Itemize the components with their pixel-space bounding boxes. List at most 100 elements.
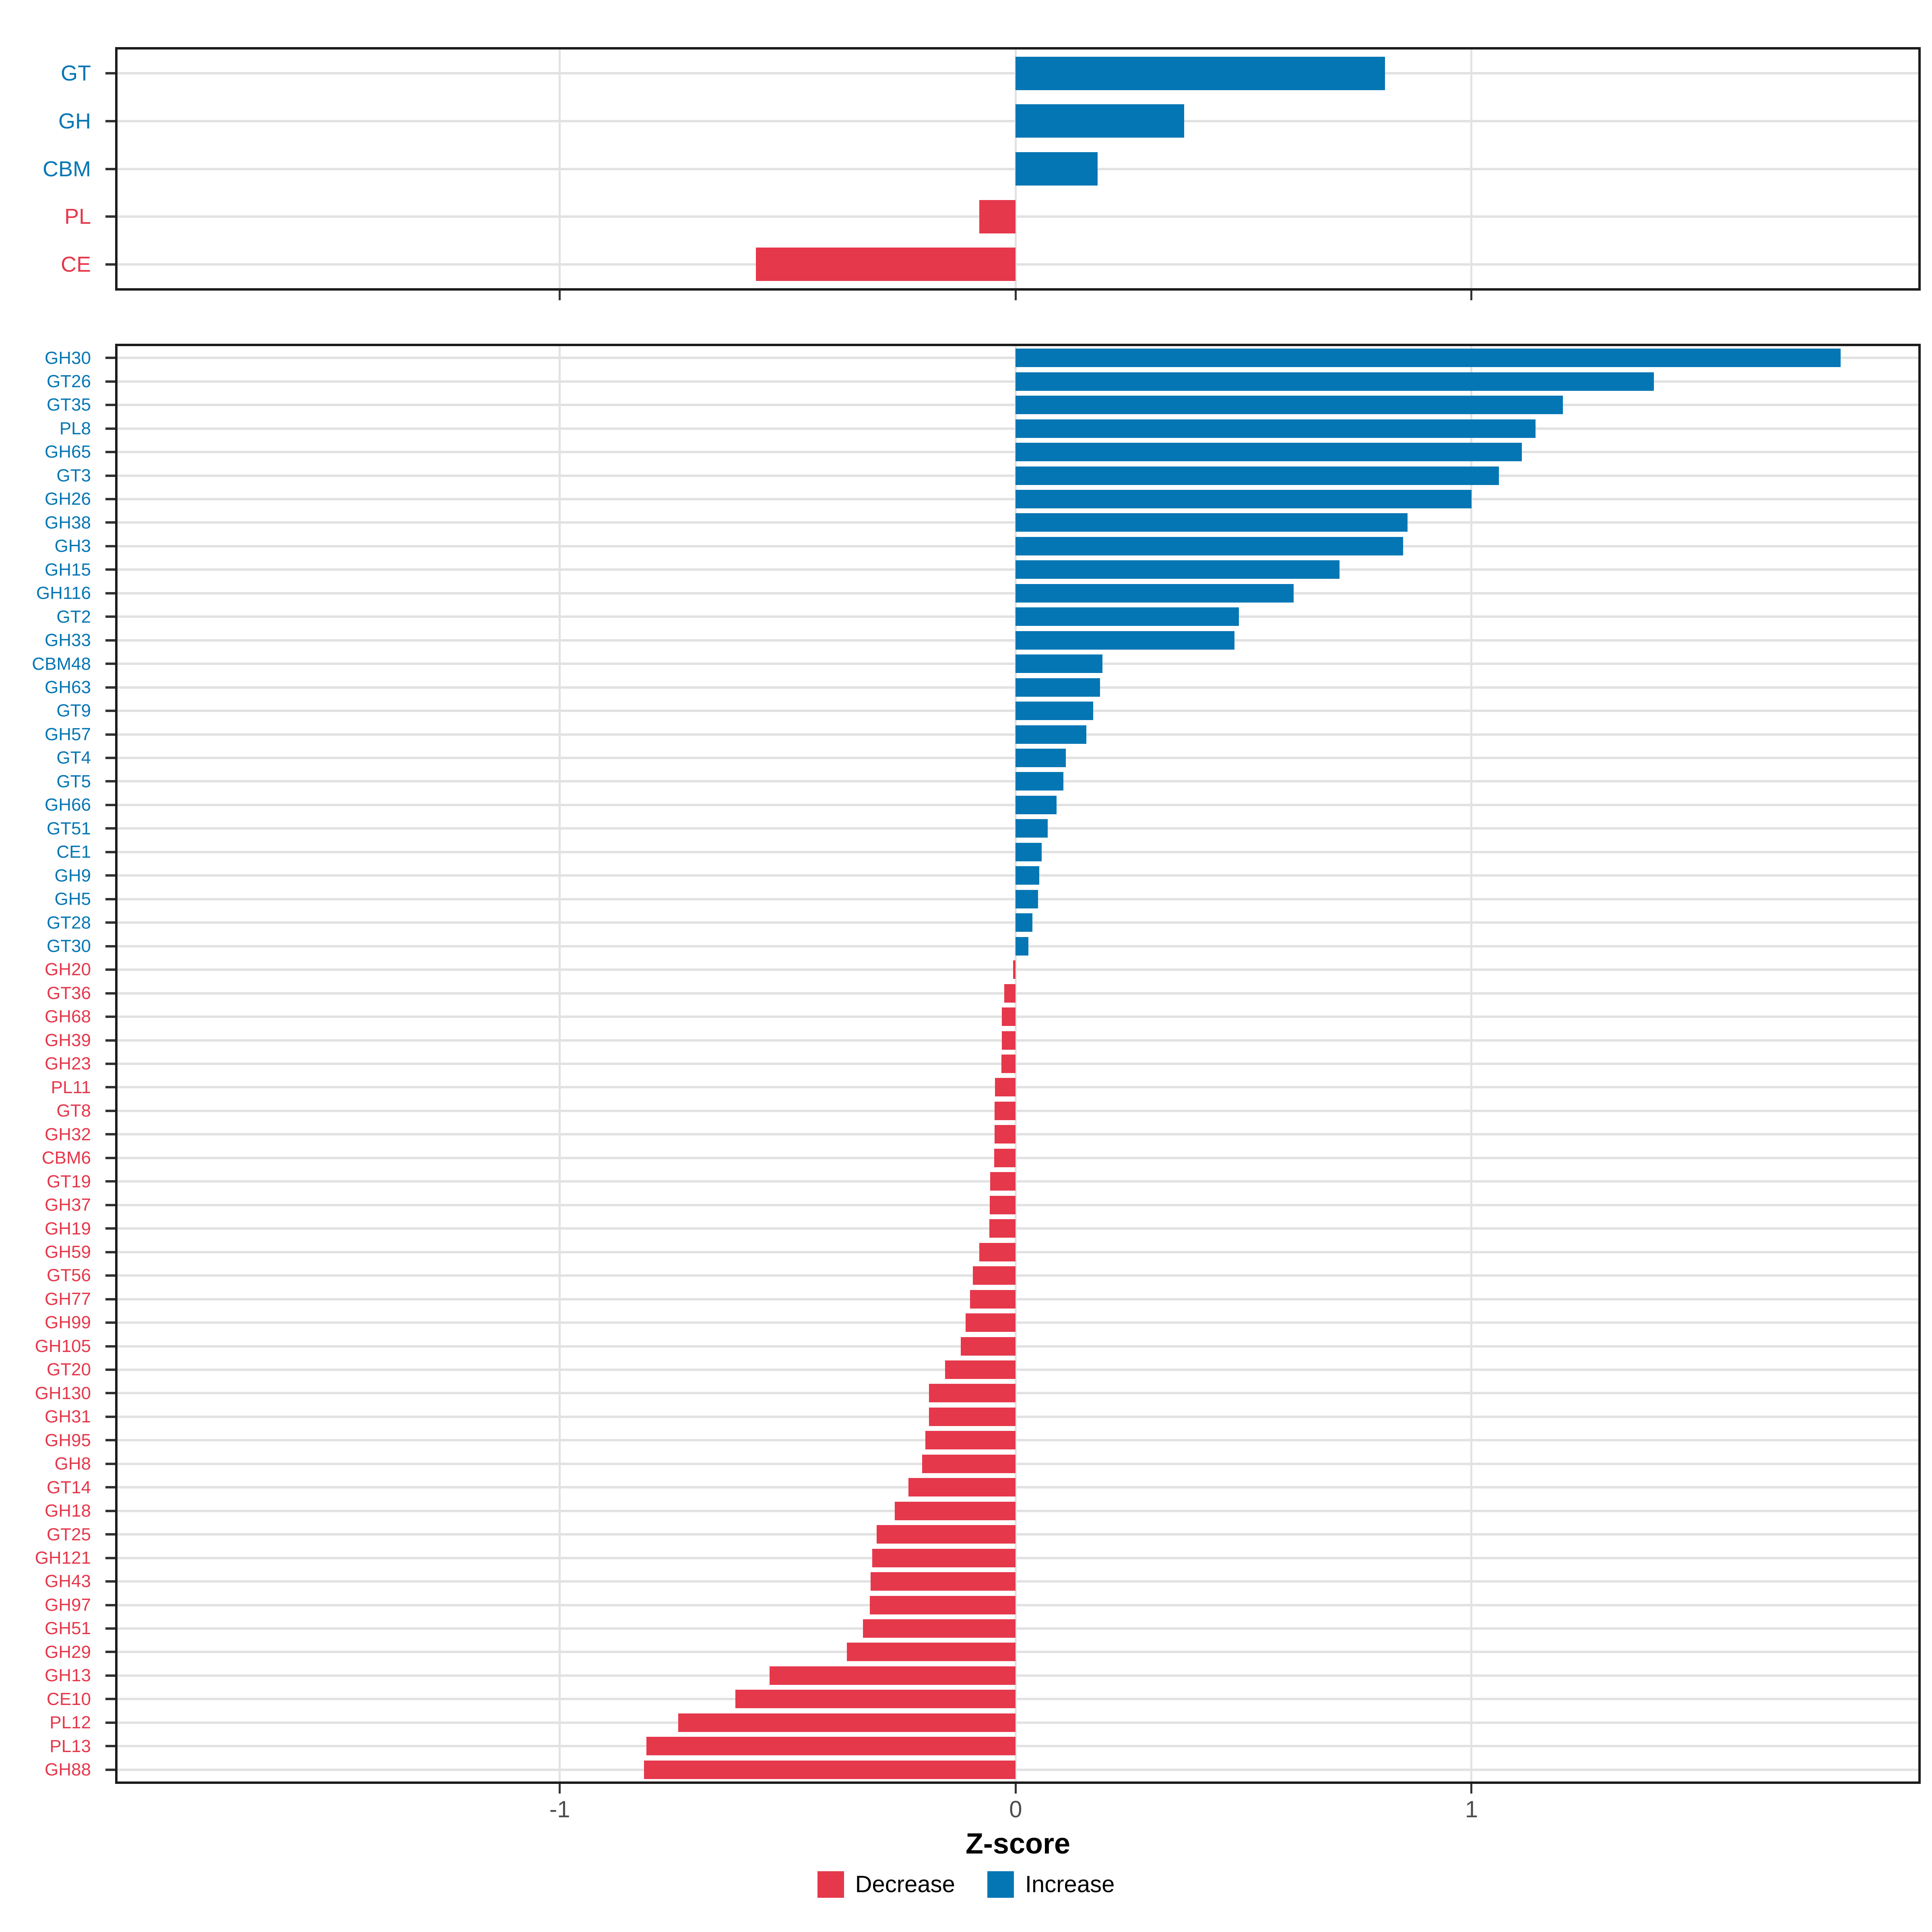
y-tick-GH130 — [105, 1392, 115, 1395]
bar-GH95 — [925, 1431, 1016, 1450]
bar-GH29 — [847, 1643, 1016, 1662]
bar-CBM48 — [1016, 654, 1102, 673]
y-label-GH15: GH15 — [45, 559, 91, 580]
y-tick-GH29 — [105, 1651, 115, 1653]
y-tick-GT2 — [105, 615, 115, 618]
y-label-GT9: GT9 — [56, 701, 91, 721]
bar-GH68 — [1002, 1007, 1016, 1026]
y-tick-GT4 — [105, 757, 115, 760]
gridline-row-CE10 — [118, 1698, 1918, 1701]
gridline-row-GH29 — [118, 1651, 1918, 1653]
bar-GH57 — [1016, 725, 1086, 744]
panel-bottom-cazyme-families — [115, 344, 1921, 1784]
y-label-GH88: GH88 — [45, 1760, 91, 1780]
y-label-GH77: GH77 — [45, 1289, 91, 1309]
gridline-row-GH32 — [118, 1133, 1918, 1136]
bar-GH32 — [995, 1125, 1016, 1144]
x-tick--1 — [559, 291, 561, 300]
y-label-GH37: GH37 — [45, 1195, 91, 1215]
gridline-row-GH13 — [118, 1674, 1918, 1677]
y-tick-GH9 — [105, 874, 115, 877]
y-label-GH20: GH20 — [45, 960, 91, 980]
panel-top-plot-area — [118, 50, 1918, 288]
y-tick-PL11 — [105, 1086, 115, 1089]
y-tick-GH8 — [105, 1462, 115, 1465]
y-tick-GH97 — [105, 1604, 115, 1606]
y-label-GH23: GH23 — [45, 1054, 91, 1074]
y-label-GT14: GT14 — [46, 1477, 91, 1497]
x-tick-label--1: -1 — [549, 1796, 570, 1823]
gridline-row-GT36 — [118, 992, 1918, 995]
y-label-GT35: GT35 — [46, 395, 91, 415]
bar-GH63 — [1016, 678, 1100, 697]
y-label-GH51: GH51 — [45, 1618, 91, 1639]
y-tick-GH18 — [105, 1509, 115, 1512]
bar-GH77 — [970, 1290, 1016, 1309]
gridline-row-PL13 — [118, 1745, 1918, 1748]
gridline-row-GH18 — [118, 1509, 1918, 1512]
y-label-GH30: GH30 — [45, 348, 91, 368]
bar-GH51 — [863, 1619, 1016, 1638]
gridline-row-PL — [118, 215, 1918, 218]
bar-GT5 — [1016, 772, 1064, 791]
gridline-row-GH37 — [118, 1203, 1918, 1206]
y-label-PL12: PL12 — [50, 1713, 91, 1733]
y-tick-GH63 — [105, 686, 115, 689]
legend-label-increase: Increase — [1025, 1871, 1115, 1897]
y-tick-CE10 — [105, 1698, 115, 1701]
y-label-GH130: GH130 — [35, 1383, 91, 1403]
x-axis-title: Z-score — [965, 1828, 1071, 1860]
y-tick-GH32 — [105, 1133, 115, 1136]
bar-GT3 — [1016, 466, 1499, 485]
y-label-GH13: GH13 — [45, 1666, 91, 1686]
x-tick-label-0: 0 — [1009, 1796, 1022, 1823]
bar-GT — [1016, 56, 1385, 90]
x-tick-0 — [1014, 291, 1017, 300]
bar-GH37 — [989, 1195, 1016, 1214]
y-label-GT4: GT4 — [56, 748, 91, 768]
y-label-GH18: GH18 — [45, 1501, 91, 1521]
gridline-row-GH95 — [118, 1439, 1918, 1442]
y-label-GT36: GT36 — [46, 983, 91, 1003]
y-tick-GH43 — [105, 1580, 115, 1583]
bar-GT51 — [1016, 819, 1048, 838]
y-tick-CBM — [105, 167, 115, 170]
bar-GH97 — [869, 1596, 1016, 1614]
bar-GT20 — [945, 1360, 1016, 1379]
y-label-GT2: GT2 — [56, 607, 91, 627]
y-label-GT5: GT5 — [56, 771, 91, 791]
bar-GT35 — [1016, 396, 1563, 415]
gridline-row-GH121 — [118, 1556, 1918, 1559]
y-label-CE: CE — [60, 252, 91, 277]
bar-PL8 — [1016, 419, 1536, 438]
x-tick-1 — [1470, 291, 1473, 300]
bar-GT36 — [1004, 984, 1016, 1003]
bar-GH9 — [1016, 866, 1040, 885]
y-label-GT: GT — [61, 61, 91, 86]
y-label-GH57: GH57 — [45, 724, 91, 744]
y-tick-GT26 — [105, 380, 115, 383]
bar-GH18 — [895, 1501, 1016, 1520]
y-label-GH38: GH38 — [45, 512, 91, 533]
y-tick-GT36 — [105, 992, 115, 995]
bar-GH31 — [929, 1407, 1016, 1426]
y-tick-GT35 — [105, 404, 115, 407]
y-tick-GH68 — [105, 1016, 115, 1018]
bar-GT8 — [995, 1101, 1016, 1120]
bar-CE — [755, 248, 1016, 281]
bar-GH116 — [1016, 584, 1294, 603]
bar-GH13 — [769, 1666, 1016, 1685]
y-label-CBM: CBM — [43, 157, 91, 181]
y-tick-GH23 — [105, 1063, 115, 1065]
gridline-row-GT19 — [118, 1180, 1918, 1183]
bar-GH20 — [1013, 960, 1016, 979]
bar-GH66 — [1016, 795, 1057, 814]
y-tick-GH15 — [105, 568, 115, 571]
gridline-row-GH19 — [118, 1227, 1918, 1230]
y-label-GH43: GH43 — [45, 1571, 91, 1591]
y-tick-GH95 — [105, 1439, 115, 1442]
gridline-row-GH105 — [118, 1345, 1918, 1348]
y-tick-GH57 — [105, 733, 115, 736]
y-tick-GT51 — [105, 827, 115, 830]
